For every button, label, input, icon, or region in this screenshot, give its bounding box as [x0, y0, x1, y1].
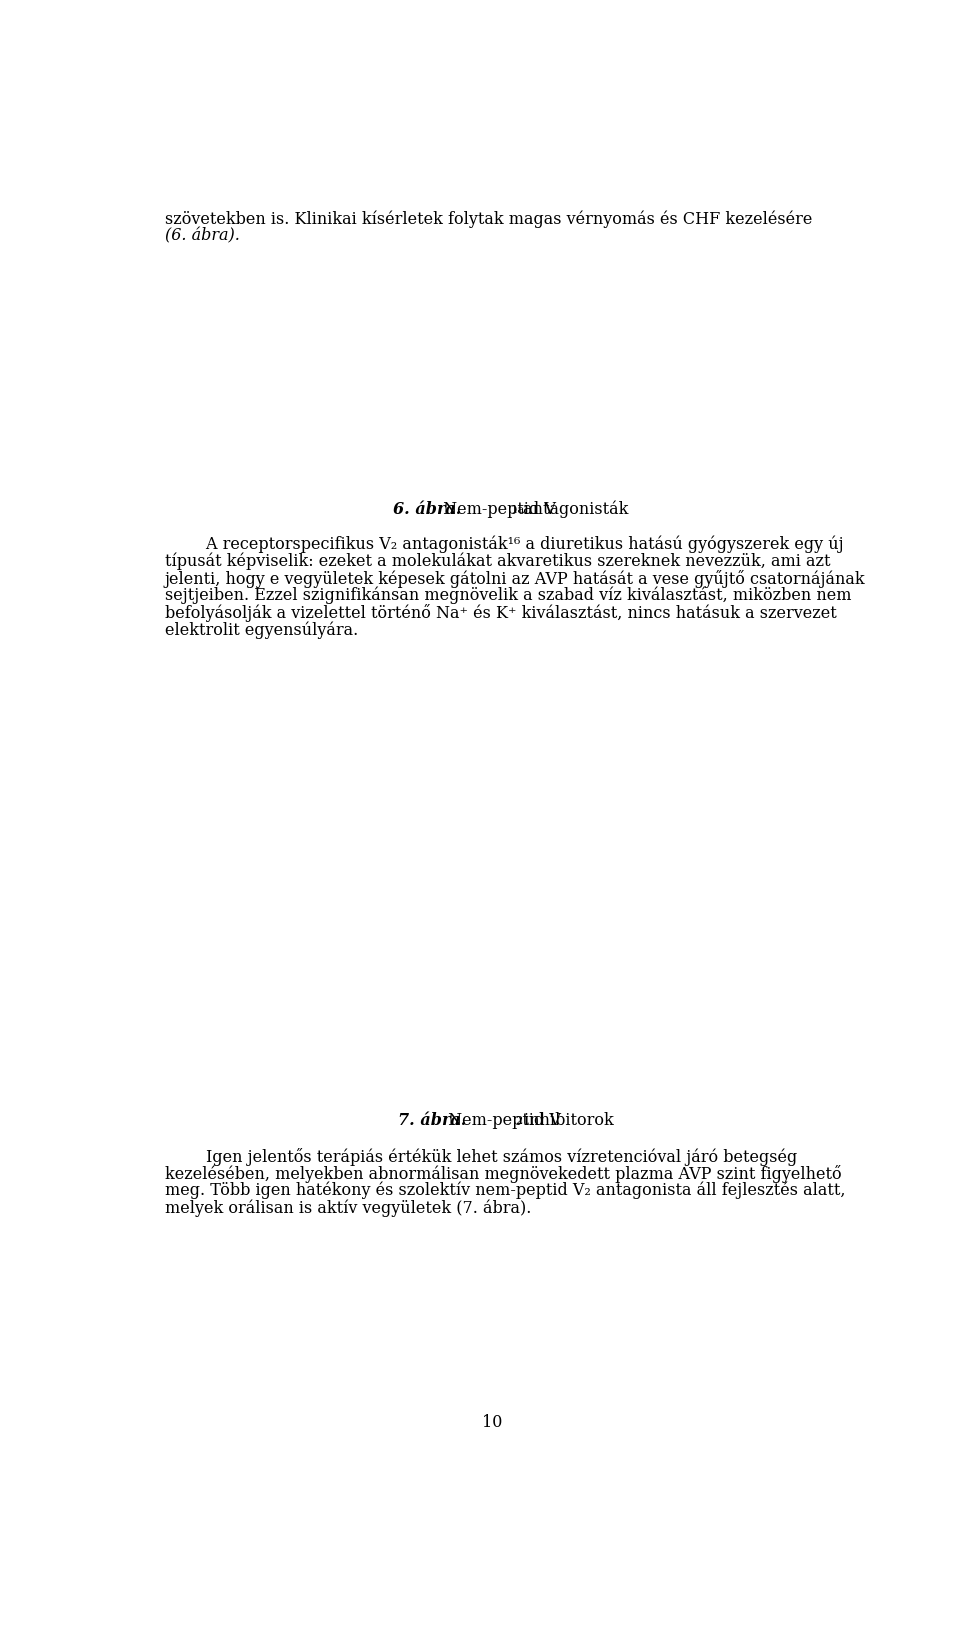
Text: kezelésében, melyekben abnormálisan megnövekedett plazma AVP szint figyelhető: kezelésében, melyekben abnormálisan megn…	[165, 1165, 842, 1183]
Text: (6. ábra).: (6. ábra).	[165, 228, 240, 244]
Text: Igen jelentős terápiás értékük lehet számos vízretencióval járó betegség: Igen jelentős terápiás értékük lehet szá…	[165, 1147, 797, 1165]
Text: Nem-peptid V: Nem-peptid V	[443, 1113, 561, 1129]
Text: meg. Több igen hatékony és szolektív nem-peptid V₂ antagonista áll fejlesztés al: meg. Több igen hatékony és szolektív nem…	[165, 1181, 846, 1199]
Text: 1a: 1a	[511, 504, 524, 514]
Text: típusát képviselik: ezeket a molekulákat akvaretikus szereknek nevezzük, ami azt: típusát képviselik: ezeket a molekulákat…	[165, 553, 830, 569]
Text: 10: 10	[482, 1414, 502, 1432]
Text: A receptorspecifikus V₂ antagonisták¹⁶ a diuretikus hatású gyógyszerek egy új: A receptorspecifikus V₂ antagonisták¹⁶ a…	[165, 535, 844, 553]
Text: antagonisták: antagonisták	[518, 501, 629, 519]
Text: 7. ábra.: 7. ábra.	[398, 1113, 467, 1129]
Text: szövetekben is. Klinikai kísérletek folytak magas vérnyomás és CHF kezelésére: szövetekben is. Klinikai kísérletek foly…	[165, 210, 812, 228]
Text: jelenti, hogy e vegyületek képesek gátolni az AVP hatását a vese gyűjtő csatorná: jelenti, hogy e vegyületek képesek gátol…	[165, 569, 866, 587]
Text: sejtjeiben. Ezzel szignifikánsan megnövelik a szabad víz kiválasztást, miközben : sejtjeiben. Ezzel szignifikánsan megnöve…	[165, 587, 852, 604]
Text: Nem-peptid V: Nem-peptid V	[438, 501, 556, 517]
Text: melyek orálisan is aktív vegyületek (7. ábra).: melyek orálisan is aktív vegyületek (7. …	[165, 1199, 531, 1217]
Text: inhibitorok: inhibitorok	[519, 1113, 613, 1129]
Text: elektrolit egyensúlyára.: elektrolit egyensúlyára.	[165, 622, 358, 638]
Text: 6. ábra.: 6. ábra.	[394, 501, 462, 517]
Text: 2: 2	[516, 1116, 522, 1126]
Text: befolyásolják a vizelettel történő Na⁺ és K⁺ kiválasztást, nincs hatásuk a szerv: befolyásolják a vizelettel történő Na⁺ é…	[165, 604, 837, 622]
